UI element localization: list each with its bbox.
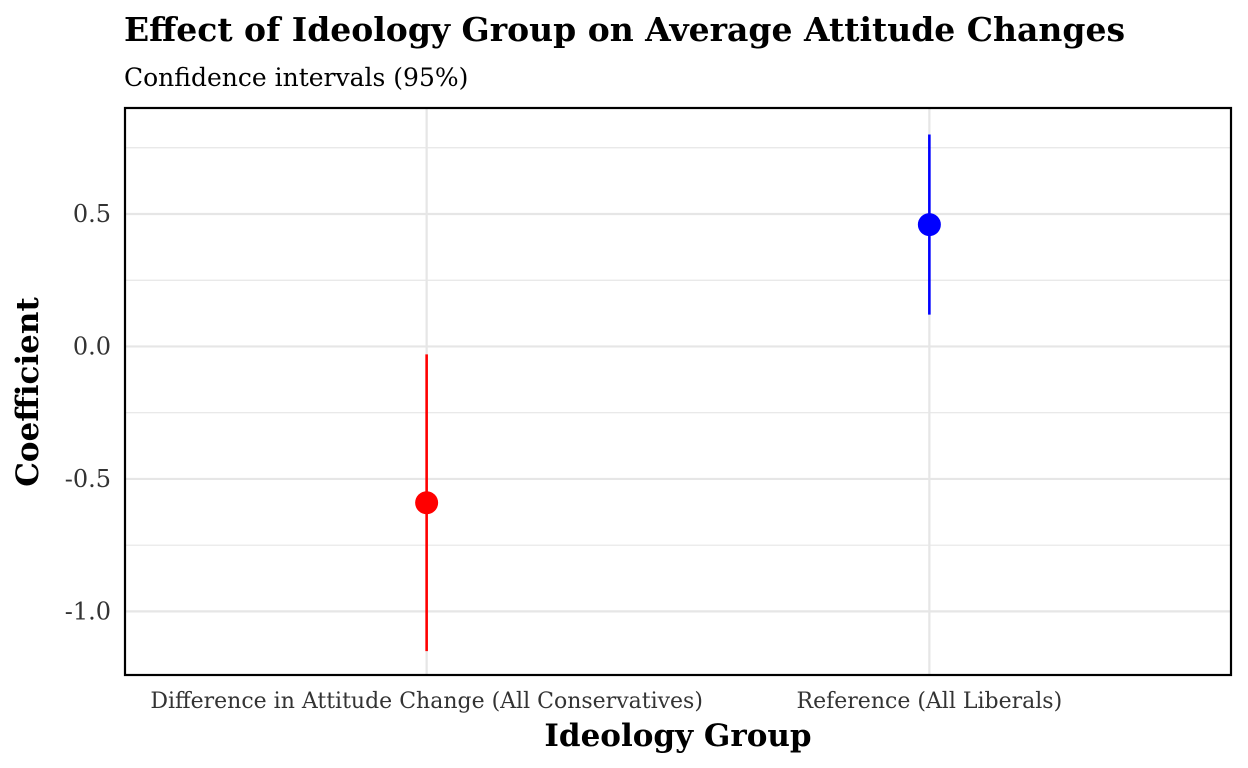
chart-subtitle: Confidence intervals (95%) bbox=[124, 63, 468, 92]
data-marks bbox=[415, 134, 941, 652]
grid-lines bbox=[125, 108, 1231, 675]
x-axis-title: Ideology Group bbox=[544, 718, 811, 754]
y-tick-label: -1.0 bbox=[65, 597, 111, 625]
x-tick-label: Reference (All Liberals) bbox=[797, 689, 1063, 714]
x-tick-label: Difference in Attitude Change (All Conse… bbox=[150, 689, 703, 714]
y-tick-label: 0.0 bbox=[73, 332, 111, 360]
panel-border bbox=[123, 106, 1233, 677]
x-tick-labels: Difference in Attitude Change (All Conse… bbox=[150, 689, 1062, 714]
y-axis-title: Coefficient bbox=[10, 297, 46, 487]
chart-title: Effect of Ideology Group on Average Atti… bbox=[124, 10, 1125, 49]
estimate-point bbox=[917, 213, 941, 237]
y-tick-label: 0.5 bbox=[73, 200, 111, 228]
y-tick-label: -0.5 bbox=[65, 465, 111, 493]
y-tick-labels: -1.0 -0.5 0.0 0.5 bbox=[65, 200, 111, 625]
estimate-point bbox=[415, 491, 439, 515]
